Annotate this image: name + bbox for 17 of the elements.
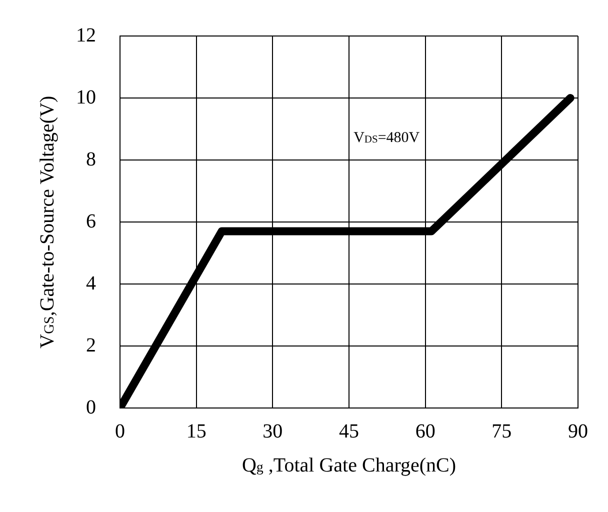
- y-tick-label: 10: [76, 86, 96, 108]
- y-tick-label: 8: [86, 148, 96, 170]
- x-tick-label: 0: [115, 420, 125, 442]
- x-tick-label: 45: [339, 420, 359, 442]
- x-tick-label: 75: [492, 420, 512, 442]
- y-tick-label: 2: [86, 334, 96, 356]
- x-axis-title: Qg ,Total Gate Charge(nC): [242, 454, 456, 476]
- y-tick-label: 0: [86, 396, 96, 418]
- y-tick-label: 12: [76, 24, 96, 46]
- y-tick-label: 4: [86, 272, 96, 294]
- x-tick-label: 15: [186, 420, 206, 442]
- x-tick-label: 90: [568, 420, 588, 442]
- x-tick-label: 60: [415, 420, 436, 442]
- y-axis-title: VGS,Gate-to-Source Voltage(V): [36, 96, 58, 348]
- y-tick-label: 6: [86, 210, 96, 232]
- x-tick-label: 30: [262, 420, 283, 442]
- annotation: VDS=480V: [354, 130, 420, 146]
